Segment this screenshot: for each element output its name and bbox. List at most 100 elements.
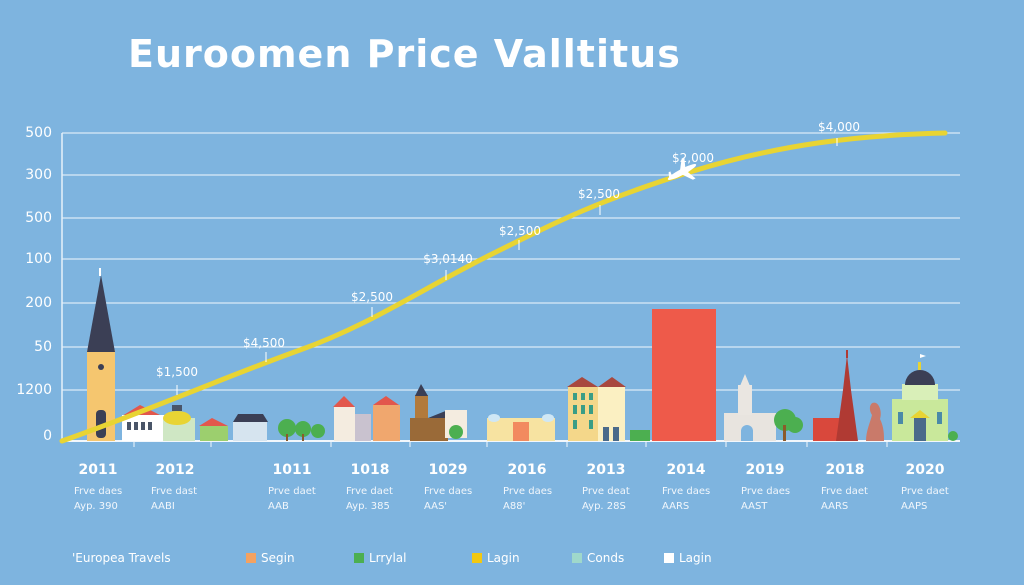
y-tick-label: 100 <box>25 251 52 267</box>
x-category-line2: AAPS <box>901 501 928 512</box>
point-label: $2,500 <box>351 290 393 304</box>
domed-hall-icon <box>892 354 958 441</box>
x-category-year: 2012 <box>155 462 195 478</box>
y-tick-label: 300 <box>25 167 52 183</box>
x-category-line1: Prve daet <box>268 486 316 497</box>
x-category-year: 2018 <box>825 462 865 478</box>
point-label: $2,000 <box>672 151 714 165</box>
point-label: $2,500 <box>499 224 541 238</box>
x-category-line2: Ayp. 385 <box>346 501 390 512</box>
x-category-year: 2011 <box>78 462 118 478</box>
legend-swatch-icon <box>472 553 482 563</box>
legend-title: 'Europea Travels <box>72 551 171 565</box>
x-category-year: 1029 <box>428 462 468 478</box>
legend-label: Lagin <box>487 551 520 565</box>
x-category-line2: A88' <box>503 501 526 512</box>
x-category-year: 2019 <box>745 462 785 478</box>
x-category-line1: Frve daet <box>821 486 868 497</box>
x-category-line2: Ayp. 390 <box>74 501 118 512</box>
x-category: 2020 Prve daet AAPS <box>885 462 965 512</box>
y-tick-label: 500 <box>25 125 52 141</box>
x-category-line1: Frve daes <box>74 486 123 497</box>
y-tick-label: 0 <box>43 428 52 444</box>
legend-title-text: 'Europea Travels <box>72 551 171 565</box>
legend-item-conds[interactable]: Conds <box>572 551 624 565</box>
x-category: 2016 Prve daes A88' <box>487 462 567 512</box>
x-category-line1: Frve dast <box>151 486 197 497</box>
x-category-line2: AARS <box>662 501 690 512</box>
x-category: 2013 Prve deat Ayp. 28S <box>566 462 646 512</box>
x-category-line1: Frve daet <box>346 486 393 497</box>
legend-item-lagin[interactable]: Lagin <box>472 551 520 565</box>
highlight-bar[interactable] <box>652 309 716 441</box>
legend-item-segin[interactable]: Segin <box>246 551 295 565</box>
legend-label: Lrrylal <box>369 551 407 565</box>
point-label: $4,000 <box>818 120 860 134</box>
monument-icon <box>724 374 776 441</box>
eiffel-tower-icon <box>813 350 884 441</box>
x-category-year: 2020 <box>905 462 945 478</box>
point-label: $1,500 <box>156 365 198 379</box>
legend-swatch-icon <box>572 553 582 563</box>
legend-swatch-icon <box>664 553 674 563</box>
church-tower-icon <box>87 268 115 441</box>
point-label: $4,500 <box>243 336 285 350</box>
x-category-line2: AARS <box>821 501 849 512</box>
x-category-year: 2013 <box>586 462 626 478</box>
brown-church-icon <box>410 384 467 441</box>
x-category-line1: Frve daes <box>662 486 711 497</box>
x-category: 1011 Prve daet AAB <box>252 462 332 512</box>
town-houses-icon <box>333 396 400 441</box>
skyline-illustration <box>87 268 958 441</box>
x-category-line1: Prve daes <box>503 486 553 497</box>
y-tick-label: 1200 <box>16 382 52 398</box>
price-line[interactable] <box>59 130 948 444</box>
x-category: 2018 Frve daet AARS <box>805 462 885 512</box>
x-category: 2012 Frve dast AABI <box>135 462 215 512</box>
legend-item-lrrylal[interactable]: Lrrylal <box>354 551 406 565</box>
x-category-line2: AABI <box>151 501 175 512</box>
point-label: $2,500 <box>578 187 620 201</box>
x-category-year: 1011 <box>272 462 312 478</box>
x-category-line1: Prve daes <box>741 486 791 497</box>
domed-building-icon <box>163 405 195 441</box>
x-category-year: 2016 <box>507 462 547 478</box>
y-tick-label: 500 <box>25 210 52 226</box>
x-category-line1: Prve deat <box>582 486 630 497</box>
x-category-line2: AAST <box>741 501 768 512</box>
y-tick-label: 200 <box>25 295 52 311</box>
gridlines <box>62 132 960 391</box>
legend-swatch-icon <box>354 553 364 563</box>
legend-label: Lagin <box>679 551 712 565</box>
point-label: $3,0140 <box>423 252 473 266</box>
chart-title: Euroomen Price Valltitus <box>128 32 681 76</box>
villa-icon <box>567 377 650 441</box>
label-leaders <box>176 138 838 395</box>
x-category-year: 2014 <box>666 462 706 478</box>
x-category: 2014 Frve daes AARS <box>646 462 726 512</box>
mansion-icon <box>122 405 166 441</box>
x-category: 1018 Frve daet Ayp. 385 <box>330 462 410 512</box>
trees-icon <box>278 419 325 441</box>
x-category-line2: AAB <box>268 501 289 512</box>
palace-icon <box>487 414 555 441</box>
legend-label: Segin <box>261 551 295 565</box>
red-roof-house-icon <box>199 418 228 441</box>
legend-swatch-icon <box>246 553 256 563</box>
x-category-year: 1018 <box>350 462 390 478</box>
airplane-icon <box>667 157 697 180</box>
x-category: 2011 Frve daes Ayp. 390 <box>58 462 138 512</box>
tree-icon <box>774 409 803 441</box>
x-category: 1029 Frve daes AAS' <box>408 462 488 512</box>
x-category-line1: Prve daet <box>901 486 949 497</box>
x-category: 2019 Prve daes AAST <box>725 462 805 512</box>
x-category-line2: AAS' <box>424 501 448 512</box>
x-category-line1: Frve daes <box>424 486 473 497</box>
x-ticks <box>133 441 888 447</box>
legend-label: Conds <box>587 551 625 565</box>
y-tick-label: 50 <box>34 339 52 355</box>
legend-item-lagin-2[interactable]: Lagin <box>664 551 712 565</box>
grey-house-icon <box>233 414 268 441</box>
x-category-line2: Ayp. 28S <box>582 501 626 512</box>
